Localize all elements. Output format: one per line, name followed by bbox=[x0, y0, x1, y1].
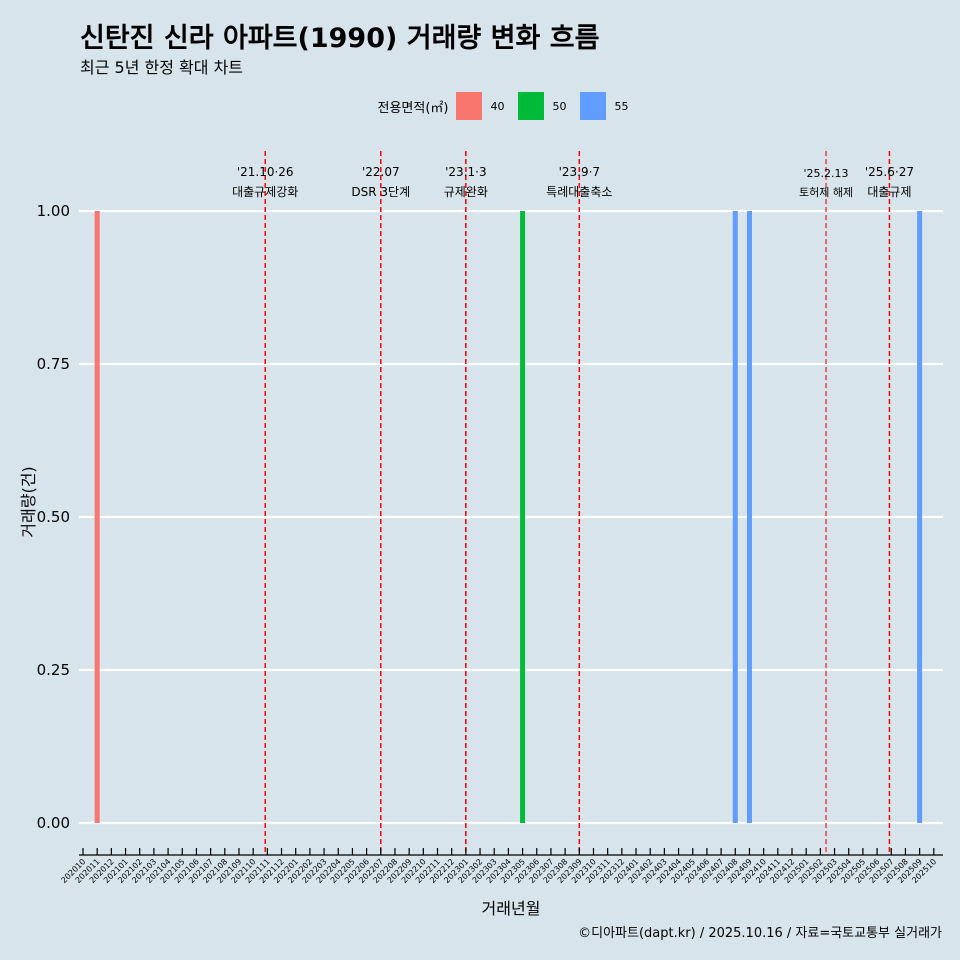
chart-subtitle: 최근 5년 한정 확대 차트 bbox=[80, 58, 244, 77]
legend-item-50: 50 bbox=[518, 92, 566, 120]
annotation-label: 대출규제강화 bbox=[232, 185, 298, 199]
y-tick-label: 0.25 bbox=[37, 661, 70, 679]
annotation-date: '21.10·26 bbox=[237, 165, 294, 179]
bar-55-202409 bbox=[746, 211, 752, 823]
legend-title: 전용면적(㎡) bbox=[377, 100, 449, 116]
annotation-date: '22.07 bbox=[362, 165, 400, 179]
x-axis-title: 거래년월 bbox=[482, 899, 541, 918]
source-caption: ©디아파트(dapt.kr) / 2025.10.16 / 자료=국토교통부 실… bbox=[578, 926, 942, 941]
bar-55-202509 bbox=[917, 211, 923, 823]
y-axis-title: 거래량(건) bbox=[19, 466, 38, 537]
annotation-date: '23.9·7 bbox=[559, 165, 600, 179]
legend-item-40: 40 bbox=[456, 92, 504, 120]
legend: 전용면적(㎡) 40 50 55 bbox=[0, 92, 960, 120]
y-tick-label: 1.00 bbox=[37, 202, 70, 220]
annotation-label: DSR 3단계 bbox=[351, 185, 410, 199]
bar-50-202305 bbox=[520, 211, 526, 823]
bar-40-202011 bbox=[94, 211, 100, 823]
annotation-label: 대출규제 bbox=[867, 185, 911, 199]
annotation-date: '23.1·3 bbox=[445, 165, 486, 179]
annotation-label: 토허제 해제 bbox=[799, 185, 853, 199]
y-tick-label: 0.50 bbox=[37, 508, 70, 526]
annotation-label: 규제완화 bbox=[444, 185, 488, 199]
legend-swatch-55 bbox=[580, 92, 607, 120]
legend-item-55: 55 bbox=[580, 92, 628, 120]
legend-label-50: 50 bbox=[552, 99, 567, 113]
legend-swatch-40 bbox=[456, 92, 483, 120]
annotation-label: 특례대출축소 bbox=[546, 185, 612, 199]
legend-label-40: 40 bbox=[490, 99, 505, 113]
bar-55-202408 bbox=[732, 211, 738, 823]
legend-swatch-50 bbox=[518, 92, 545, 120]
annotation-date: '25.6·27 bbox=[865, 165, 914, 179]
legend-label-55: 55 bbox=[614, 99, 629, 113]
chart-title: 신탄진 신라 아파트(1990) 거래량 변화 흐름 bbox=[80, 23, 600, 54]
y-tick-label: 0.75 bbox=[37, 355, 70, 373]
annotation-date: '25.2.13 bbox=[804, 167, 849, 180]
y-tick-label: 0.00 bbox=[37, 814, 70, 832]
